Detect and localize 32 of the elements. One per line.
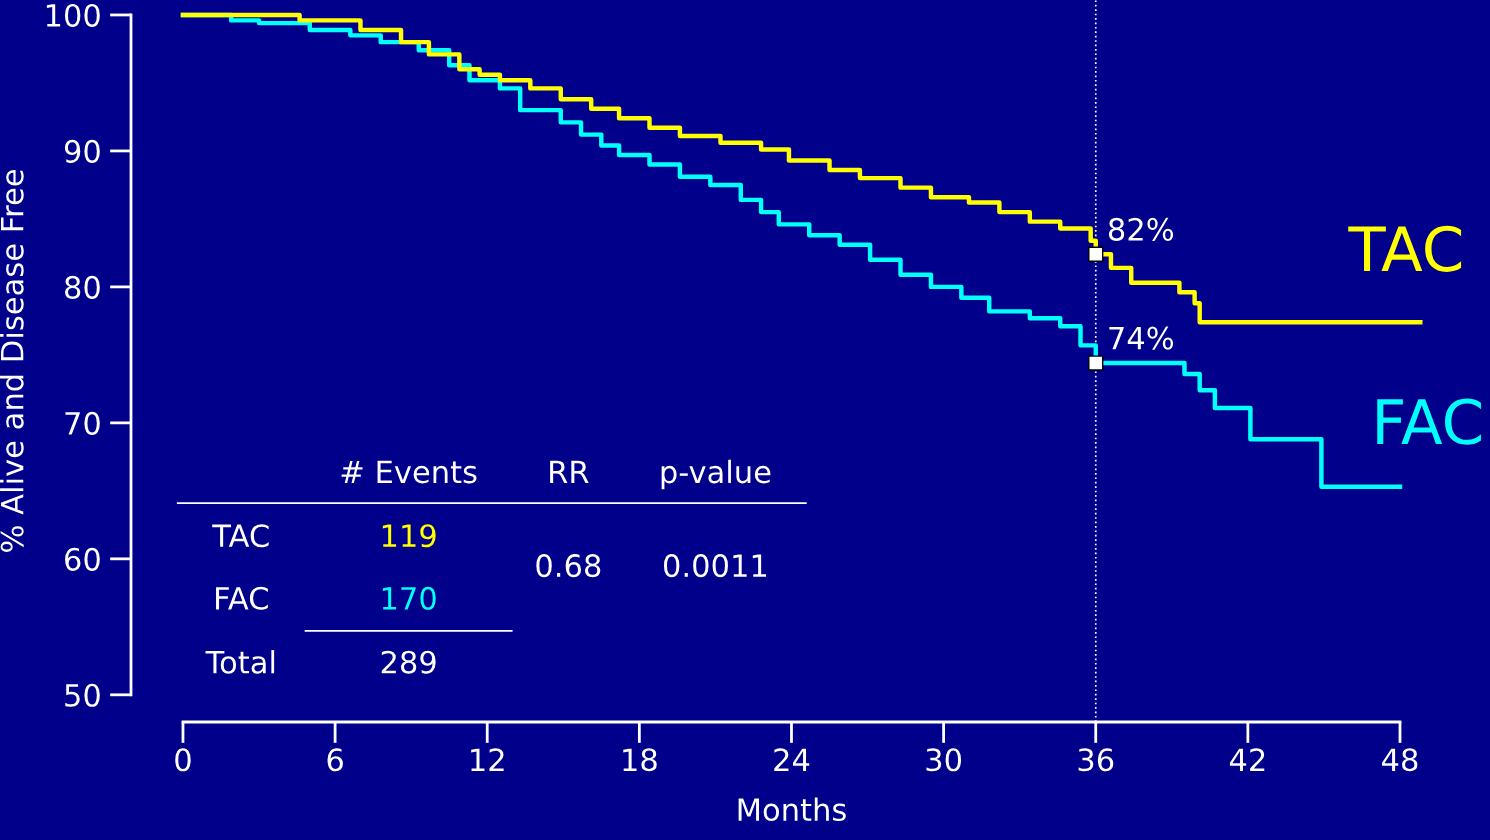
x-tick-label: 6 (327, 748, 343, 772)
x-axis-title: Months (738, 797, 846, 822)
x-tick-label: 12 (471, 748, 504, 771)
x-tick-label: 42 (1229, 748, 1265, 771)
x-tick-label: 48 (1382, 748, 1418, 772)
annotation: 289 (381, 650, 436, 674)
annotation: # Events (341, 460, 477, 484)
x-tick-label: 0 (175, 748, 191, 772)
annotation: FAC (216, 586, 268, 610)
annotation: RR (550, 460, 589, 483)
y-tick-label: 50 (65, 683, 100, 707)
annotation: 74% (1109, 326, 1174, 350)
annotation: Total (205, 650, 275, 674)
series-label: FAC (1377, 398, 1481, 445)
annotation: 119 (382, 524, 436, 548)
annotation: 170 (382, 586, 436, 610)
y-tick-label: 70 (65, 411, 100, 435)
x-tick-label: 24 (774, 748, 810, 771)
annotation: 0.68 (536, 554, 601, 578)
x-tick-label: 18 (623, 748, 657, 772)
y-tick-label: 100 (46, 3, 100, 27)
y-axis-title: % Alive and Disease Free (0, 170, 24, 552)
y-tick-label: 90 (64, 139, 100, 163)
x-tick-label: 36 (1078, 748, 1114, 772)
annotation: TAC (212, 524, 269, 548)
annotation: 0.0011 (663, 554, 767, 578)
y-tick-label: 80 (65, 275, 100, 299)
annotation: 82% (1108, 217, 1174, 241)
y-tick-label: 60 (65, 547, 100, 571)
x-tick-label: 30 (926, 748, 962, 772)
annotation: p-value (661, 459, 771, 490)
series-label: TAC (1348, 225, 1462, 272)
